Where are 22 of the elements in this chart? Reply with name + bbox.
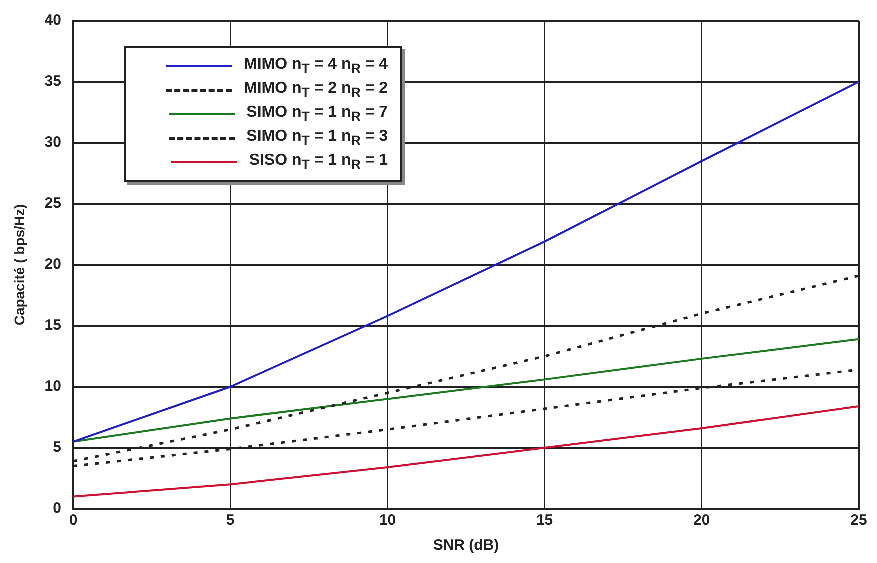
legend-label: SISO n$_{T}$ = 1 n$_{R}$ = 1: [249, 152, 388, 172]
y-tick-label: 20: [44, 256, 62, 274]
y-tick-label: 25: [44, 195, 62, 212]
legend-label: MIMO n$_{T}$ = 2 n$_{R}$ = 2: [244, 80, 388, 100]
y-tick-label: 10: [44, 378, 62, 396]
x-tick-label: 20: [694, 512, 710, 530]
y-tick-label: 5: [53, 439, 62, 456]
y-tick-label: 40: [44, 12, 62, 30]
y-tick-label: 0: [53, 500, 62, 518]
legend-label: SIMO n$_{T}$ = 1 n$_{R}$ = 7: [246, 104, 388, 124]
x-axis-title: SNR (dB): [433, 537, 500, 554]
x-tick-label: 25: [850, 512, 868, 530]
legend-label: SIMO n$_{T}$ = 1 n$_{R}$ = 3: [246, 128, 388, 148]
y-tick-label: 15: [44, 317, 62, 334]
y-axis-title: Capacité ( bps/Hz): [11, 204, 28, 326]
x-tick-label: 15: [536, 512, 554, 530]
legend-label: MIMO n$_{T}$ = 4 n$_{R}$ = 4: [244, 56, 388, 76]
x-tick-label: 10: [379, 512, 396, 530]
x-tick-label: 0: [69, 512, 78, 530]
x-tick-label: 5: [226, 512, 235, 530]
y-tick-label: 30: [44, 134, 62, 152]
y-tick-label: 35: [44, 73, 62, 90]
